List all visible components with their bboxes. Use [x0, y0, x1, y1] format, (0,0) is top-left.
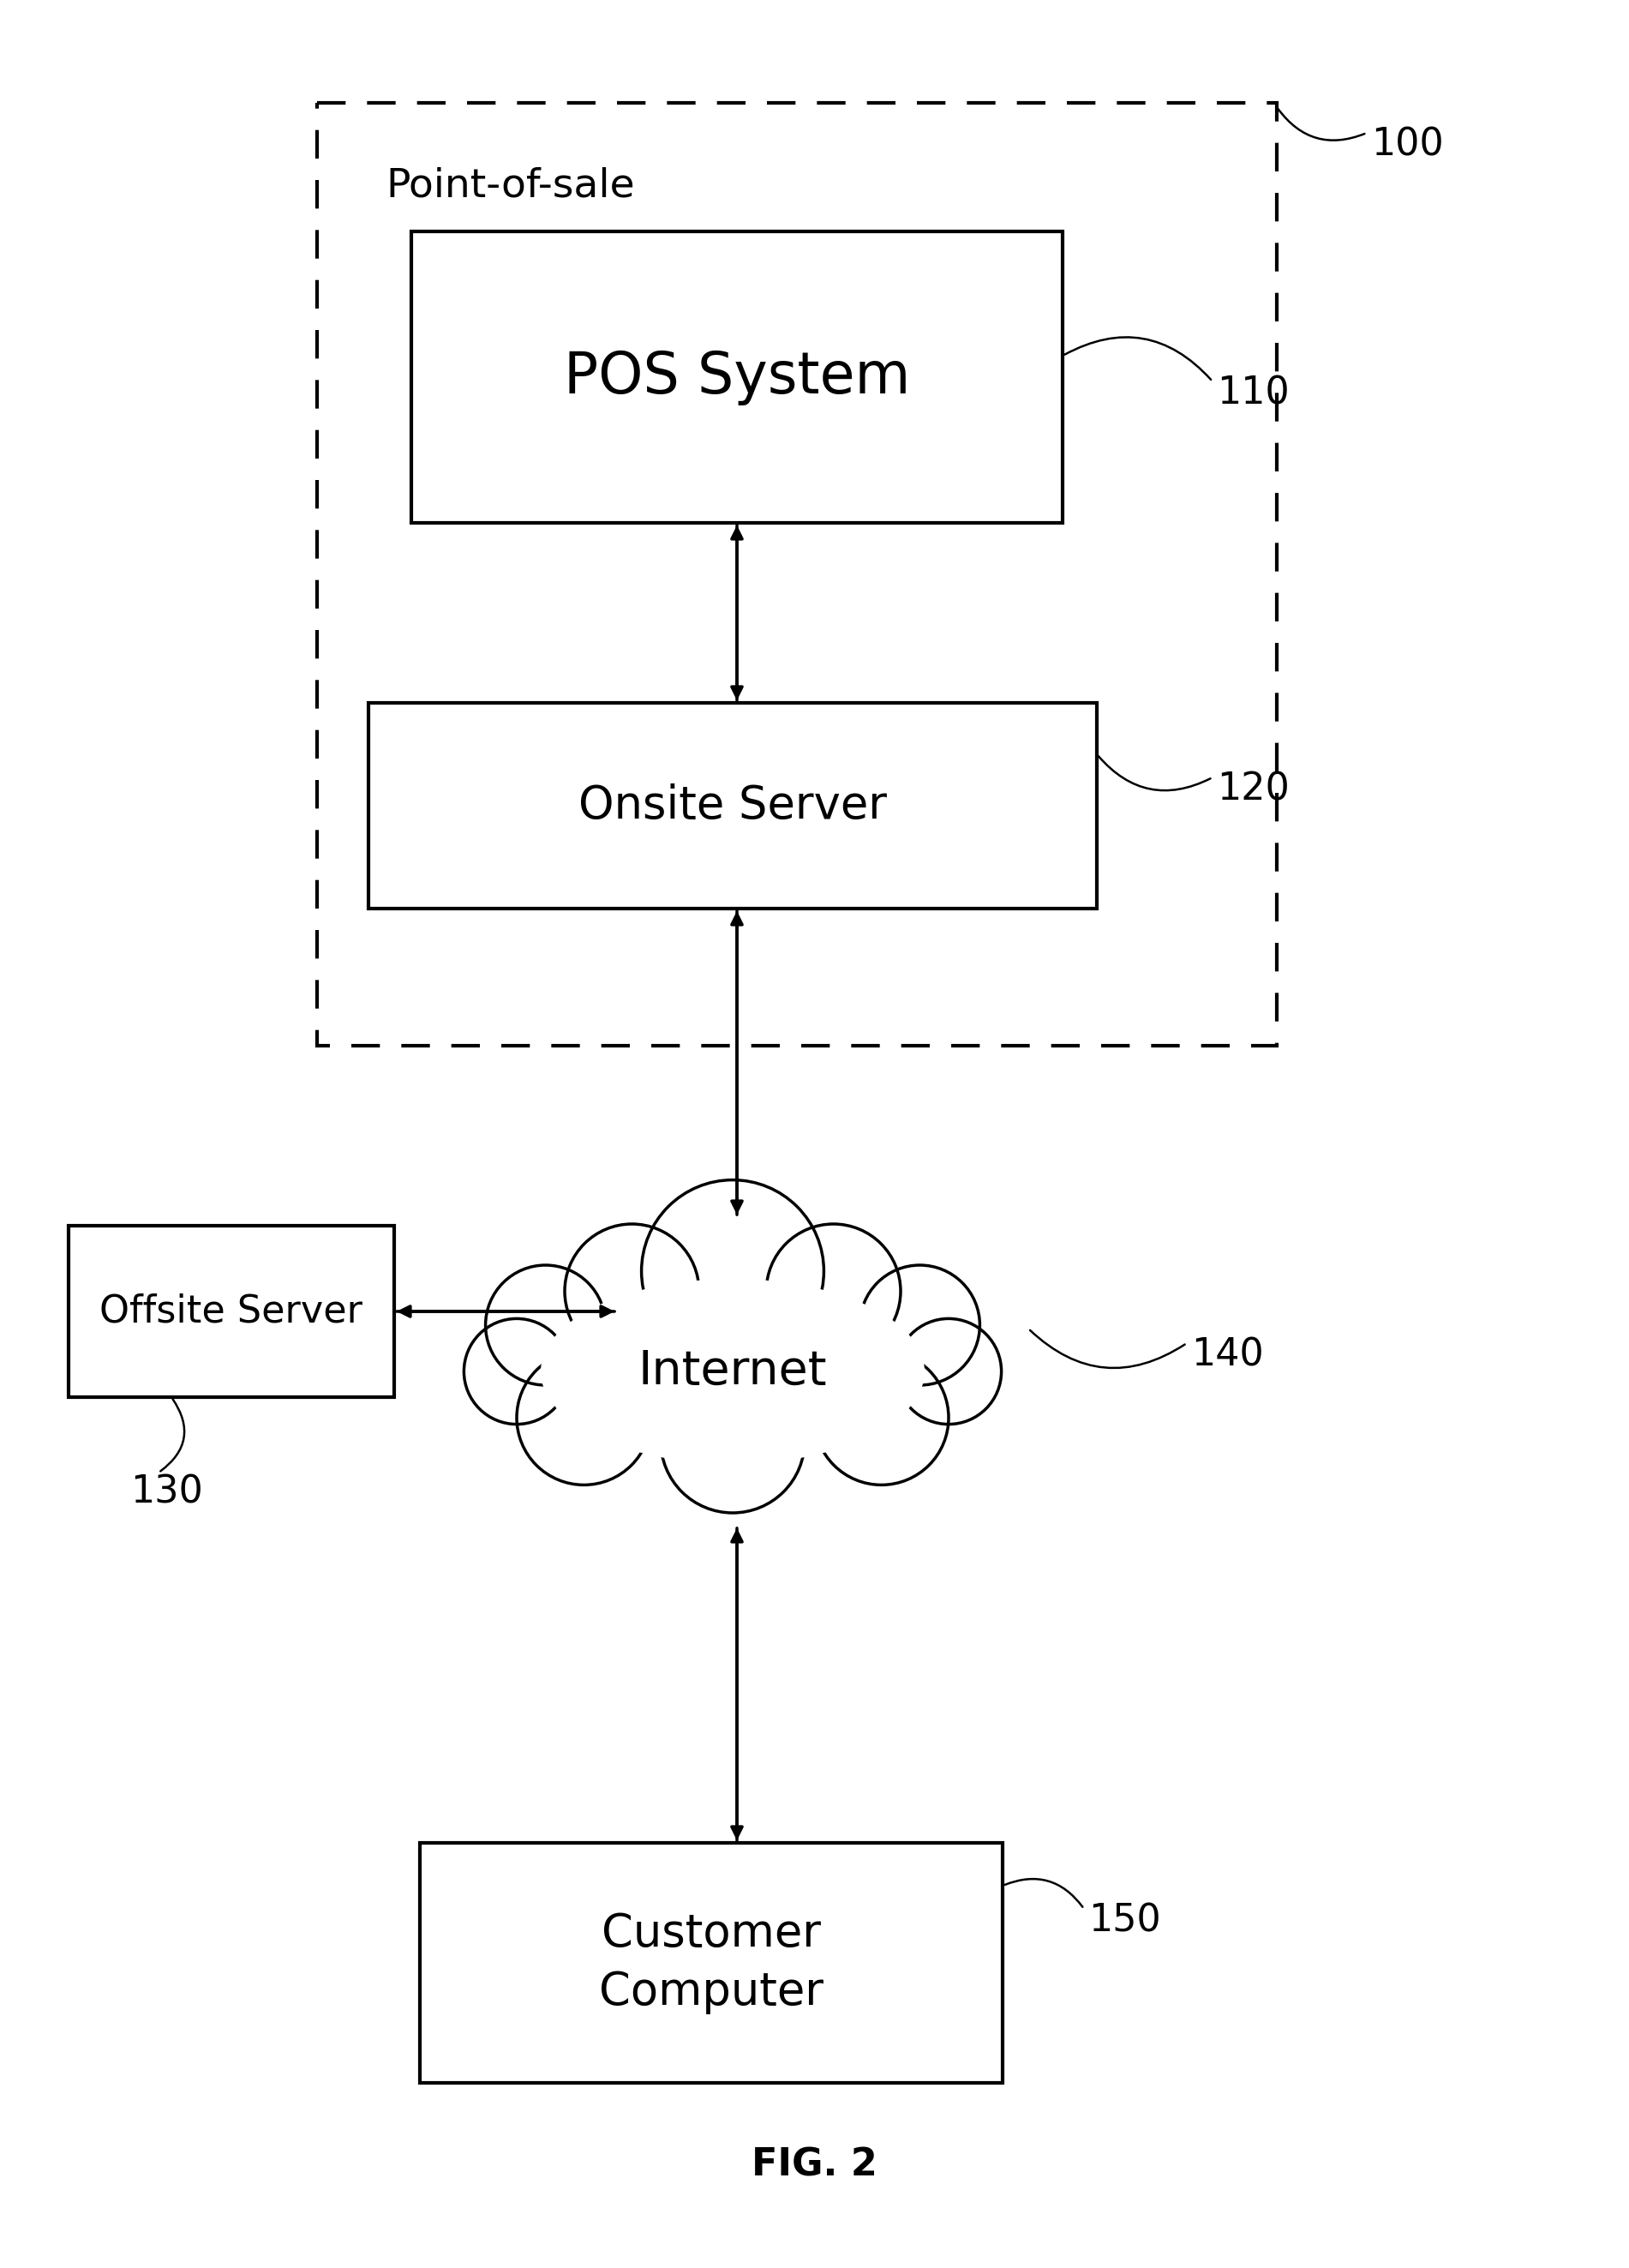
- Circle shape: [766, 1225, 901, 1359]
- Text: 110: 110: [1217, 376, 1290, 413]
- Bar: [318, 102, 1277, 1046]
- Circle shape: [661, 1370, 805, 1513]
- Bar: [420, 1844, 1002, 2082]
- Text: 120: 120: [1217, 771, 1290, 807]
- Text: POS System: POS System: [564, 349, 911, 406]
- Circle shape: [860, 1266, 979, 1386]
- Circle shape: [565, 1225, 699, 1359]
- Circle shape: [642, 1179, 824, 1363]
- Circle shape: [896, 1318, 1002, 1424]
- Text: 100: 100: [1372, 127, 1443, 163]
- Text: Internet: Internet: [639, 1347, 828, 1395]
- Text: FIG. 2: FIG. 2: [751, 2148, 878, 2184]
- Circle shape: [485, 1266, 606, 1386]
- Circle shape: [464, 1318, 570, 1424]
- Circle shape: [814, 1349, 948, 1486]
- Text: 150: 150: [1088, 1903, 1161, 1939]
- Text: Onsite Server: Onsite Server: [578, 782, 886, 828]
- Text: 140: 140: [1191, 1338, 1264, 1374]
- Bar: [368, 703, 1096, 909]
- Bar: [68, 1225, 394, 1397]
- Circle shape: [516, 1349, 652, 1486]
- Ellipse shape: [541, 1279, 925, 1465]
- Text: Offsite Server: Offsite Server: [99, 1293, 363, 1329]
- Bar: [411, 231, 1062, 524]
- Text: Point-of-sale: Point-of-sale: [386, 168, 635, 206]
- Text: 130: 130: [130, 1474, 204, 1510]
- Text: Customer
Computer: Customer Computer: [599, 1912, 824, 2014]
